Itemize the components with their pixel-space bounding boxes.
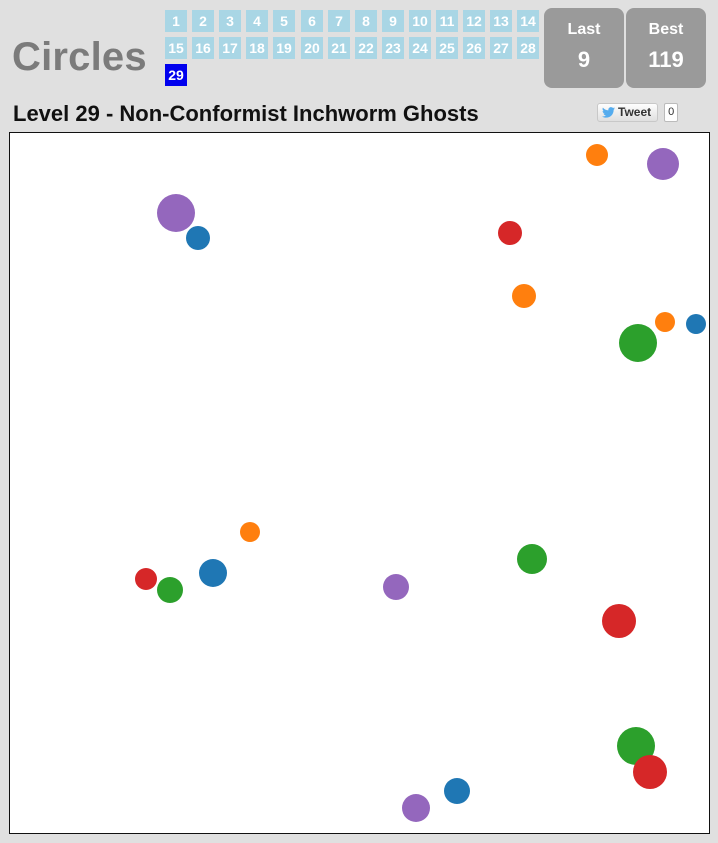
level-button-2[interactable]: 2 [192, 10, 214, 32]
level-button-21[interactable]: 21 [328, 37, 350, 59]
orange-circle[interactable] [512, 284, 536, 308]
level-button-11[interactable]: 11 [436, 10, 458, 32]
twitter-bird-icon [602, 106, 615, 118]
best-score-label: Best [648, 21, 684, 38]
game-board-svg[interactable] [10, 133, 709, 833]
blue-circle[interactable] [686, 314, 706, 334]
green-circle[interactable] [517, 544, 547, 574]
level-button-3[interactable]: 3 [219, 10, 241, 32]
level-button-12[interactable]: 12 [463, 10, 485, 32]
level-button-22[interactable]: 22 [355, 37, 377, 59]
orange-circle[interactable] [655, 312, 675, 332]
level-button-14[interactable]: 14 [517, 10, 539, 32]
level-button-23[interactable]: 23 [382, 37, 404, 59]
level-button-20[interactable]: 20 [301, 37, 323, 59]
level-button-25[interactable]: 25 [436, 37, 458, 59]
red-circle[interactable] [602, 604, 636, 638]
red-circle[interactable] [135, 568, 157, 590]
level-button-18[interactable]: 18 [246, 37, 268, 59]
orange-circle[interactable] [240, 522, 260, 542]
level-button-10[interactable]: 10 [409, 10, 431, 32]
tweet-count: 0 [664, 102, 679, 122]
tweet-label: Tweet [618, 105, 652, 119]
purple-circle[interactable] [383, 574, 409, 600]
level-button-16[interactable]: 16 [192, 37, 214, 59]
last-score-value: 9 [577, 47, 591, 72]
level-title: Level 29 - Non-Conformist Inchworm Ghost… [13, 101, 479, 126]
green-circle[interactable] [619, 324, 657, 362]
tweet-widget: Tweet 0 [597, 102, 679, 122]
green-circle[interactable] [617, 727, 655, 765]
level-button-7[interactable]: 7 [328, 10, 350, 32]
purple-circle[interactable] [647, 148, 679, 180]
level-button-24[interactable]: 24 [409, 37, 431, 59]
level-button-19[interactable]: 19 [273, 37, 295, 59]
level-button-26[interactable]: 26 [463, 37, 485, 59]
level-button-13[interactable]: 13 [490, 10, 512, 32]
purple-circle[interactable] [402, 794, 430, 822]
purple-circle[interactable] [157, 194, 195, 232]
level-button-9[interactable]: 9 [382, 10, 404, 32]
level-button-4[interactable]: 4 [246, 10, 268, 32]
level-selector: 1 2 3 4 5 6 7 8 9 10 11 12 13 14 15 16 17 18 19 20 21 22 23 24 2… [165, 10, 545, 90]
level-button-29[interactable]: 29 [165, 64, 187, 86]
orange-circle[interactable] [586, 144, 608, 166]
app-title: Circles [12, 35, 147, 79]
level-button-1[interactable]: 1 [165, 10, 187, 32]
red-circle[interactable] [633, 755, 667, 789]
red-circle[interactable] [498, 221, 522, 245]
blue-circle[interactable] [186, 226, 210, 250]
last-score-box: Last 9 [544, 8, 624, 88]
best-score-box: Best 119 [626, 8, 706, 88]
level-button-17[interactable]: 17 [219, 37, 241, 59]
level-button-5[interactable]: 5 [273, 10, 295, 32]
level-button-28[interactable]: 28 [517, 37, 539, 59]
green-circle[interactable] [157, 577, 183, 603]
level-button-15[interactable]: 15 [165, 37, 187, 59]
last-score-label: Last [567, 21, 601, 38]
level-button-8[interactable]: 8 [355, 10, 377, 32]
best-score-value: 119 [648, 47, 684, 72]
game-board[interactable] [9, 132, 710, 834]
blue-circle[interactable] [444, 778, 470, 804]
blue-circle[interactable] [199, 559, 227, 587]
level-button-27[interactable]: 27 [490, 37, 512, 59]
level-button-6[interactable]: 6 [301, 10, 323, 32]
tweet-button[interactable]: Tweet [597, 102, 659, 122]
